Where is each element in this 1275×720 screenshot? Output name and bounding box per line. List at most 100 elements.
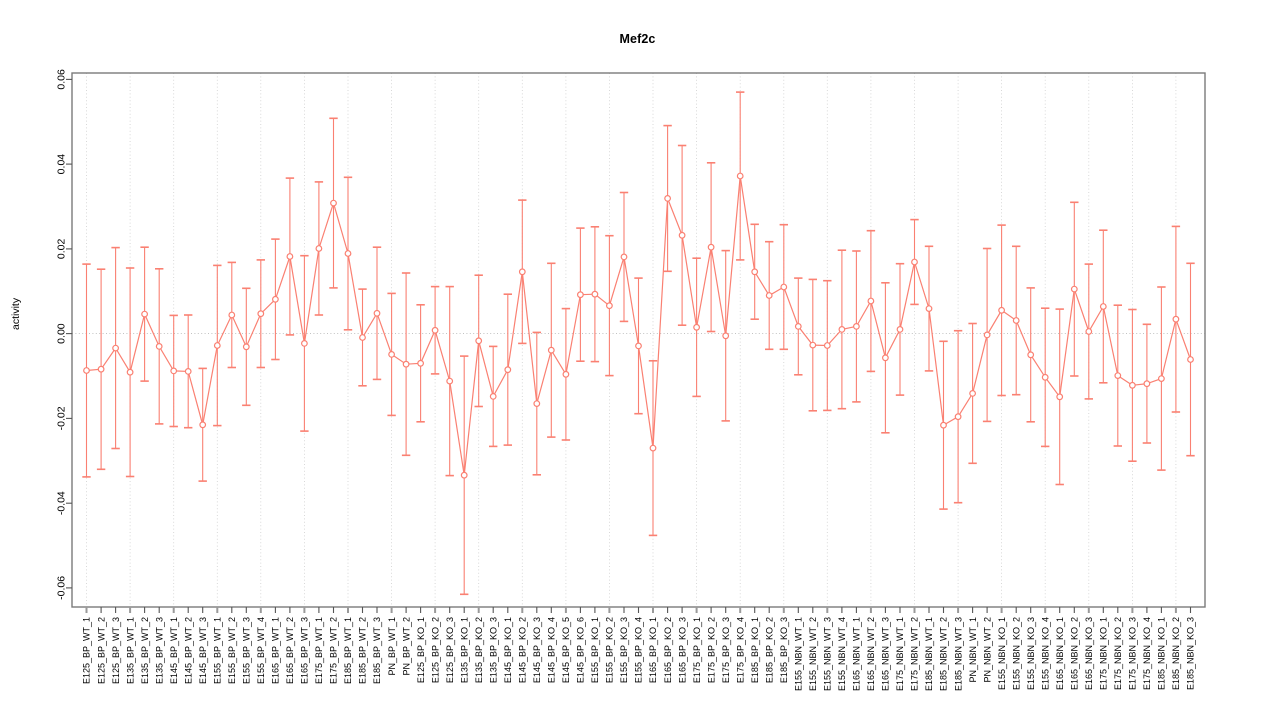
data-point	[1114, 372, 1122, 380]
data-point	[1041, 373, 1049, 381]
data-point	[693, 323, 700, 331]
gridlines-group	[86, 73, 1177, 607]
data-point	[213, 342, 221, 349]
x-tick-label: E155_BP_KO_4	[634, 617, 644, 683]
x-tick-label: E175_BP_WT_2	[329, 617, 339, 684]
x-tick-label: E165_NBN_KO_3	[1084, 617, 1094, 690]
x-axis-tick-labels: E125_BP_WT_1 E125_BP_WT_2 E125_BP_WT_3 E135…	[82, 617, 1196, 691]
data-point	[1056, 393, 1064, 401]
data-point	[794, 323, 802, 330]
x-tick-label: E185_NBN_KO_2	[1171, 617, 1181, 690]
x-tick-label: E135_BP_KO_3	[488, 617, 498, 683]
data-point	[678, 231, 686, 239]
data-point	[736, 172, 744, 180]
data-point	[591, 290, 599, 298]
y-tick-label: 0.02	[56, 239, 68, 260]
x-tick-label: E155_BP_KO_1	[590, 617, 600, 683]
data-point	[765, 292, 773, 299]
x-tick-label: E175_BP_WT_1	[314, 617, 324, 684]
x-tick-label: E155_BP_KO_2	[605, 617, 615, 683]
x-tick-label: E185_NBN_WT_2	[939, 617, 949, 691]
data-point	[170, 367, 178, 375]
x-tick-label: E155_NBN_WT_3	[823, 617, 833, 691]
x-tick-label: E145_BP_KO_5	[561, 617, 571, 683]
x-tick-label: E145_BP_KO_2	[518, 617, 528, 683]
data-point	[1172, 315, 1180, 323]
data-point	[257, 310, 265, 318]
x-tick-label: E155_BP_WT_1	[213, 617, 223, 684]
data-point	[867, 297, 875, 305]
data-point	[155, 343, 163, 350]
x-tick-label: E165_NBN_WT_3	[881, 617, 891, 691]
x-tick-label: E125_BP_KO_2	[430, 617, 440, 683]
x-tick-label: E175_NBN_WT_2	[910, 617, 920, 691]
data-point	[344, 250, 352, 257]
x-tick-label: E125_BP_WT_1	[82, 617, 92, 684]
data-point	[969, 390, 976, 397]
x-tick-label: E155_BP_WT_2	[227, 617, 237, 684]
x-tick-label: E125_BP_KO_1	[416, 617, 426, 683]
x-tick-label: E155_NBN_WT_4	[837, 617, 847, 691]
data-point	[272, 295, 279, 303]
data-point	[983, 331, 991, 339]
data-point	[853, 323, 860, 330]
x-tick-label: E165_BP_WT_1	[271, 617, 281, 684]
x-tick-label: E145_BP_WT_3	[198, 617, 208, 684]
x-tick-label: E145_BP_KO_1	[503, 617, 513, 683]
x-tick-label: E155_BP_KO_3	[619, 617, 629, 683]
x-tick-label: E165_BP_KO_1	[648, 617, 658, 683]
data-point	[184, 368, 192, 375]
data-point	[780, 283, 788, 291]
data-point	[475, 337, 483, 345]
x-tick-label: E175_NBN_KO_4	[1142, 617, 1152, 690]
x-tick-label: E185_BP_KO_1	[750, 617, 760, 683]
data-point	[577, 291, 584, 299]
x-tick-label: E125_BP_KO_3	[445, 617, 455, 683]
y-tick-label: -0.04	[56, 491, 68, 515]
x-tick-label: E165_BP_WT_2	[285, 617, 295, 684]
x-tick-label: E145_BP_KO_4	[547, 617, 557, 683]
x-tick-label: E185_BP_KO_2	[764, 617, 774, 683]
x-tick-label: E185_NBN_WT_3	[953, 617, 963, 691]
data-point	[141, 310, 149, 318]
data-point	[373, 309, 381, 317]
x-tick-label: PN_BP_WT_1	[387, 617, 397, 676]
x-tick-label: E135_BP_KO_1	[459, 617, 469, 683]
x-tick-label: E155_NBN_WT_1	[794, 617, 804, 691]
data-point	[838, 326, 846, 333]
data-point	[1157, 375, 1165, 383]
x-tick-label: E135_BP_KO_2	[474, 617, 484, 683]
y-tick-label: 0.04	[56, 154, 68, 175]
x-tick-label: E135_BP_WT_1	[125, 617, 135, 684]
y-tick-label: 0.00	[56, 323, 68, 344]
data-point	[1187, 356, 1194, 363]
data-point	[998, 306, 1005, 314]
data-point	[228, 311, 236, 319]
x-tick-label: E175_BP_KO_2	[706, 617, 716, 683]
x-tick-label: PN_NBN_WT_2	[982, 617, 992, 683]
x-tick-label: E145_BP_WT_1	[169, 617, 179, 684]
data-point	[242, 343, 250, 351]
data-point	[533, 400, 541, 408]
data-points-group	[83, 172, 1194, 479]
x-tick-label: E155_BP_WT_3	[242, 617, 252, 684]
y-tick-label: 0.06	[56, 69, 68, 90]
x-tick-label: E185_BP_WT_3	[372, 617, 382, 684]
x-tick-label: E175_NBN_KO_1	[1099, 617, 1109, 690]
x-tick-label: E175_NBN_WT_1	[895, 617, 905, 691]
x-tick-label: E165_NBN_KO_2	[1070, 617, 1080, 690]
x-tick-label: E145_BP_WT_2	[183, 617, 193, 684]
x-tick-label: E165_NBN_WT_2	[866, 617, 876, 691]
y-axis-ticks: -0.06 -0.04 -0.02 0.00 0.02 0.04 0.06	[56, 69, 72, 600]
data-point	[112, 344, 119, 352]
data-point	[446, 377, 454, 385]
data-point	[562, 370, 570, 378]
data-point	[489, 393, 497, 400]
x-tick-label: E155_BP_WT_4	[256, 617, 266, 684]
x-tick-label: E175_BP_KO_1	[692, 617, 702, 683]
data-point	[504, 366, 512, 374]
data-point	[1085, 328, 1093, 335]
x-tick-label: E175_BP_KO_3	[721, 617, 731, 683]
data-point	[896, 326, 904, 333]
data-point	[809, 341, 817, 349]
